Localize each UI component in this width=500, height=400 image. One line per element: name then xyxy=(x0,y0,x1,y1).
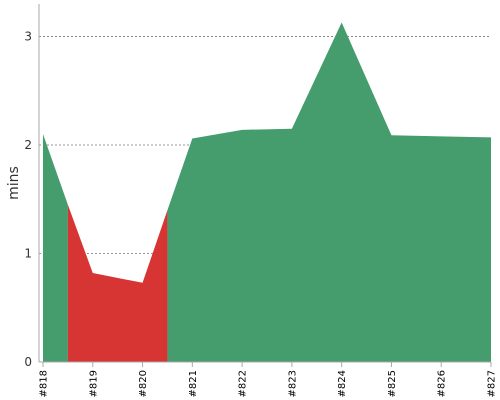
y-tick-label: 0 xyxy=(24,355,32,369)
x-tick-label: #822 xyxy=(238,370,249,397)
x-tick-label: #819 xyxy=(88,370,99,397)
axis-layer xyxy=(38,4,492,367)
failure-area xyxy=(67,204,168,362)
x-tick-label: #823 xyxy=(287,370,298,397)
area-layer xyxy=(43,22,491,363)
x-tick-label: #827 xyxy=(487,370,498,397)
success-area xyxy=(43,134,68,362)
x-tick-label: #820 xyxy=(138,370,149,397)
x-tick-label: #825 xyxy=(387,370,398,397)
x-tick-label: #818 xyxy=(39,370,50,397)
x-tick-label: #824 xyxy=(337,370,348,397)
y-axis-label: mins xyxy=(6,166,22,200)
x-tick-label: #821 xyxy=(188,370,199,397)
x-tick-label: #826 xyxy=(437,370,448,397)
success-area xyxy=(167,22,491,363)
y-tick-label: 2 xyxy=(24,138,32,152)
y-tick-label: 1 xyxy=(24,247,32,261)
label-layer: 0 1 2 3 #818 #819 #820 #821 #822 #823 #824 #825 #826… xyxy=(6,30,498,398)
y-tick-label: 3 xyxy=(24,30,32,44)
